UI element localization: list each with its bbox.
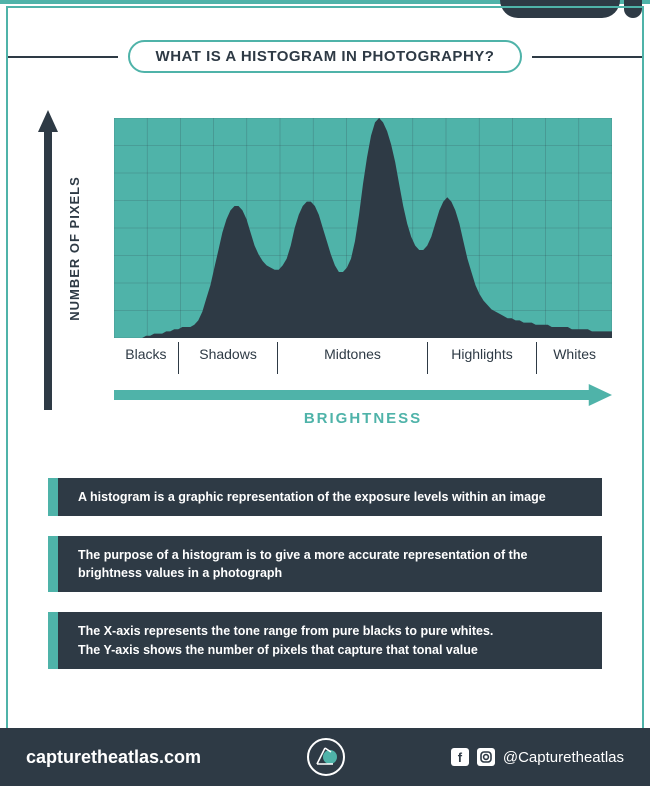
x-axis-arrow-icon [114,382,612,408]
bullet-accent [48,536,58,592]
histogram-chart: NUMBER OF PIXELS BlacksShadowsMidtonesHi… [48,118,612,378]
facebook-icon[interactable]: f [451,748,469,766]
x-axis-regions: BlacksShadowsMidtonesHighlightsWhites [114,342,612,374]
y-axis-label: NUMBER OF PIXELS [54,118,94,378]
footer-social: f @Capturetheatlas [451,748,624,766]
footer-handle: @Capturetheatlas [503,749,624,766]
x-region: Shadows [179,342,279,374]
page-title: WHAT IS A HISTOGRAM IN PHOTOGRAPHY? [128,40,523,73]
instagram-icon[interactable] [477,748,495,766]
x-axis-label: BRIGHTNESS [114,410,612,427]
bullet-list: A histogram is a graphic representation … [48,478,602,669]
y-axis-label-text: NUMBER OF PIXELS [67,176,82,321]
x-axis-arrow [114,382,612,408]
outer-frame: WHAT IS A HISTOGRAM IN PHOTOGRAPHY? NUMB… [6,6,644,780]
footer-site: capturetheatlas.com [26,747,201,768]
bullet-text: The purpose of a histogram is to give a … [58,536,602,592]
title-row: WHAT IS A HISTOGRAM IN PHOTOGRAPHY? [8,40,642,73]
x-region: Blacks [114,342,179,374]
x-region: Midtones [278,342,427,374]
bullet-item: The X-axis represents the tone range fro… [48,612,602,668]
brand-logo-icon [307,738,345,776]
bullet-item: The purpose of a histogram is to give a … [48,536,602,592]
x-region: Whites [537,342,612,374]
bullet-accent [48,612,58,668]
bullet-item: A histogram is a graphic representation … [48,478,602,516]
histogram-plot [114,118,612,338]
x-region: Highlights [428,342,538,374]
footer-logo-wrap [201,738,451,776]
footer: capturetheatlas.com f @Capturetheatlas [0,728,650,786]
title-rule-right [532,56,642,58]
title-rule-left [8,56,118,58]
bullet-text: The X-axis represents the tone range fro… [58,612,509,668]
bullet-text: A histogram is a graphic representation … [58,478,562,516]
bullet-accent [48,478,58,516]
